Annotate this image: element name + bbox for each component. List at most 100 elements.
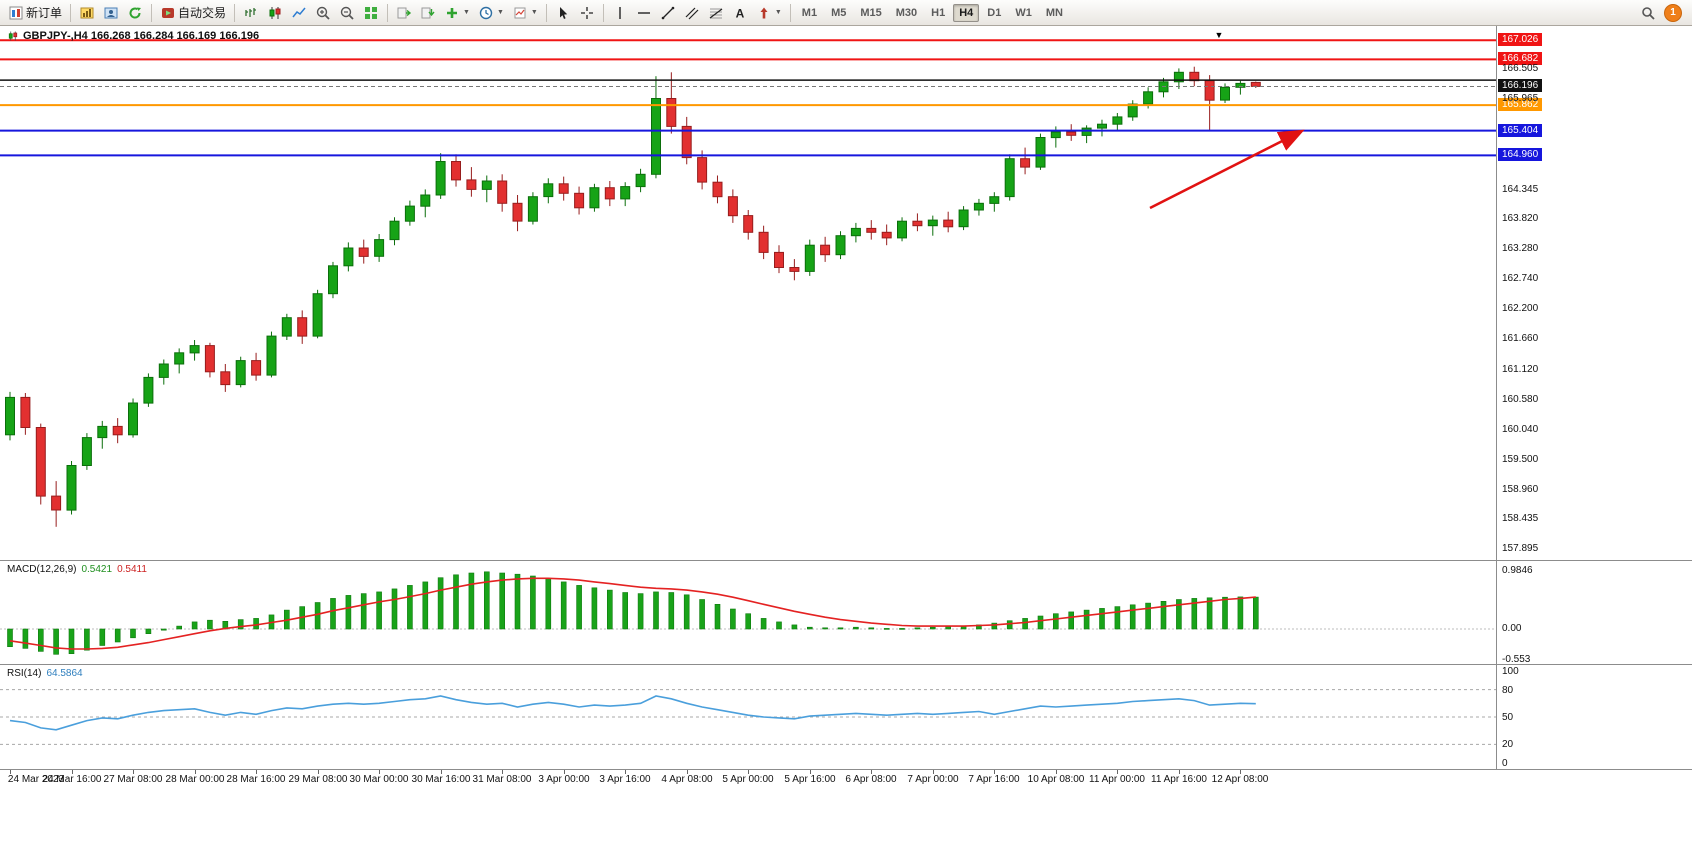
trend-arrow: [1149, 129, 1305, 210]
fibonacci-button[interactable]: [704, 2, 728, 24]
zoom-out-icon: [340, 6, 354, 20]
horizontal-line-button[interactable]: [632, 2, 656, 24]
timeframe-w1[interactable]: W1: [1009, 4, 1038, 22]
arrows-button[interactable]: ▼: [752, 2, 786, 24]
time-axis-label: 5 Apr 16:00: [784, 774, 836, 785]
time-axis-label: 24 Mar 16:00: [42, 774, 102, 785]
time-tick: [564, 770, 565, 774]
autotrading-label: 自动交易: [178, 6, 227, 20]
time-tick: [748, 770, 749, 774]
chart-shift-button[interactable]: [416, 2, 440, 24]
time-axis-label: 11 Apr 00:00: [1089, 774, 1145, 785]
time-axis-label: 29 Mar 08:00: [288, 774, 348, 785]
refresh-button[interactable]: [123, 2, 147, 24]
profiles-icon: [104, 7, 118, 18]
templates-button[interactable]: ▼: [508, 2, 542, 24]
time-tick: [502, 770, 503, 774]
macd-scale-label: -0.553: [1502, 654, 1531, 665]
time-tick: [195, 770, 196, 774]
profiles-button[interactable]: [99, 2, 123, 24]
price-axis[interactable]: 167.026 166.682 166.196 165.862 165.404 164.9…: [1496, 26, 1692, 560]
rsi-chart[interactable]: [0, 665, 1496, 769]
time-axis[interactable]: 24 Mar 2023 24 Mar 16:00 27 Mar 08:00 28 Ma…: [0, 770, 1692, 790]
equidistant-channel-button[interactable]: [680, 2, 704, 24]
candlestick-chart-button[interactable]: [263, 2, 287, 24]
macd-axis[interactable]: 0.9846 0.00 -0.553: [1496, 561, 1692, 664]
price-scale-label: 160.040: [1502, 424, 1539, 435]
time-tick: [1056, 770, 1057, 774]
tile-windows-icon: [365, 6, 378, 19]
macd-chart[interactable]: [0, 561, 1496, 664]
toolbar-buttons: 新订单 自动交易 ▼ ▼ ▼ A ▼ M1 M5 M15 M30 H1 H4 D1 W1 MN: [4, 2, 1070, 24]
tile-windows-button[interactable]: [359, 2, 383, 24]
charts-button[interactable]: [75, 2, 99, 24]
scroll-to-end-button[interactable]: [392, 2, 416, 24]
zoom-in-button[interactable]: [311, 2, 335, 24]
time-axis-label: 28 Mar 00:00: [165, 774, 225, 785]
horizontal-line-icon: [637, 11, 650, 14]
cursor-button[interactable]: [551, 2, 575, 24]
autotrading-button[interactable]: 自动交易: [156, 2, 230, 24]
time-axis-label: 4 Apr 08:00: [661, 774, 713, 785]
toolbar-separator: [545, 3, 547, 22]
timeframe-m15[interactable]: M15: [854, 4, 887, 22]
line-chart-button[interactable]: [287, 2, 311, 24]
timeframe-d1[interactable]: D1: [981, 4, 1007, 22]
text-icon: A: [736, 6, 745, 20]
toolbar-separator: [602, 3, 604, 22]
vertical-line-button[interactable]: [608, 2, 632, 24]
time-tick: [441, 770, 442, 774]
time-axis-label: 10 Apr 08:00: [1027, 774, 1085, 785]
time-tick: [318, 770, 319, 774]
indicators-button[interactable]: ▼: [440, 2, 474, 24]
time-axis-label: 7 Apr 16:00: [968, 774, 1020, 785]
crosshair-button[interactable]: [575, 2, 599, 24]
price-pane: ▼ 167.026 166.682 166.196 165.862 165.404 164…: [0, 26, 1692, 561]
time-tick: [994, 770, 995, 774]
time-axis-label: 27 Mar 08:00: [103, 774, 163, 785]
new-order-icon: [9, 6, 23, 19]
time-tick: [933, 770, 934, 774]
text-button[interactable]: A: [728, 2, 752, 24]
time-tick: [687, 770, 688, 774]
time-tick: [133, 770, 134, 774]
indicators-icon: [447, 7, 458, 18]
macd-value-signal: 0.5411: [117, 564, 147, 575]
search-icon: [1642, 6, 1655, 20]
timeframe-h4[interactable]: H4: [953, 3, 980, 22]
time-tick: [810, 770, 811, 774]
timeframe-m5[interactable]: M5: [825, 4, 852, 22]
chevron-down-icon: ▼: [496, 9, 504, 16]
timeframe-h1[interactable]: H1: [925, 4, 951, 22]
zoom-out-button[interactable]: [335, 2, 359, 24]
price-scale-label: 158.960: [1502, 484, 1539, 495]
price-scale-label: 163.820: [1502, 213, 1539, 224]
time-tick: [1117, 770, 1118, 774]
new-order-label: 新订单: [26, 6, 63, 20]
toolbar-separator: [234, 3, 236, 22]
zoom-in-icon: [316, 6, 330, 20]
price-scale-label: 161.660: [1502, 333, 1539, 344]
timeframe-mn[interactable]: MN: [1040, 4, 1069, 22]
rsi-axis[interactable]: 100 80 50 20 0: [1496, 665, 1692, 769]
search-button[interactable]: [1636, 2, 1660, 24]
bar-chart-icon: [245, 7, 257, 17]
toolbar-separator: [789, 3, 791, 22]
timeframe-m30[interactable]: M30: [890, 4, 923, 22]
macd-label: MACD(12,26,9) 0.5421 0.5411: [7, 564, 147, 575]
price-scale-label: 163.280: [1502, 243, 1539, 254]
new-order-button[interactable]: 新订单: [4, 2, 66, 24]
price-scale-label: 166.505: [1502, 63, 1539, 74]
candlestick-chart[interactable]: ▼: [0, 26, 1496, 560]
price-line-badge: 165.862: [1498, 98, 1543, 111]
price-scale-label: 161.120: [1502, 364, 1539, 375]
time-axis-label: 3 Apr 16:00: [599, 774, 651, 785]
timeframe-m1[interactable]: M1: [796, 4, 823, 22]
trendline-button[interactable]: [656, 2, 680, 24]
rsi-scale-label: 80: [1502, 685, 1514, 696]
notification-badge[interactable]: 1: [1664, 3, 1682, 22]
periods-button[interactable]: ▼: [474, 2, 508, 24]
time-axis-label: 30 Mar 16:00: [411, 774, 471, 785]
bar-chart-button[interactable]: [239, 2, 263, 24]
refresh-icon: [129, 7, 142, 19]
